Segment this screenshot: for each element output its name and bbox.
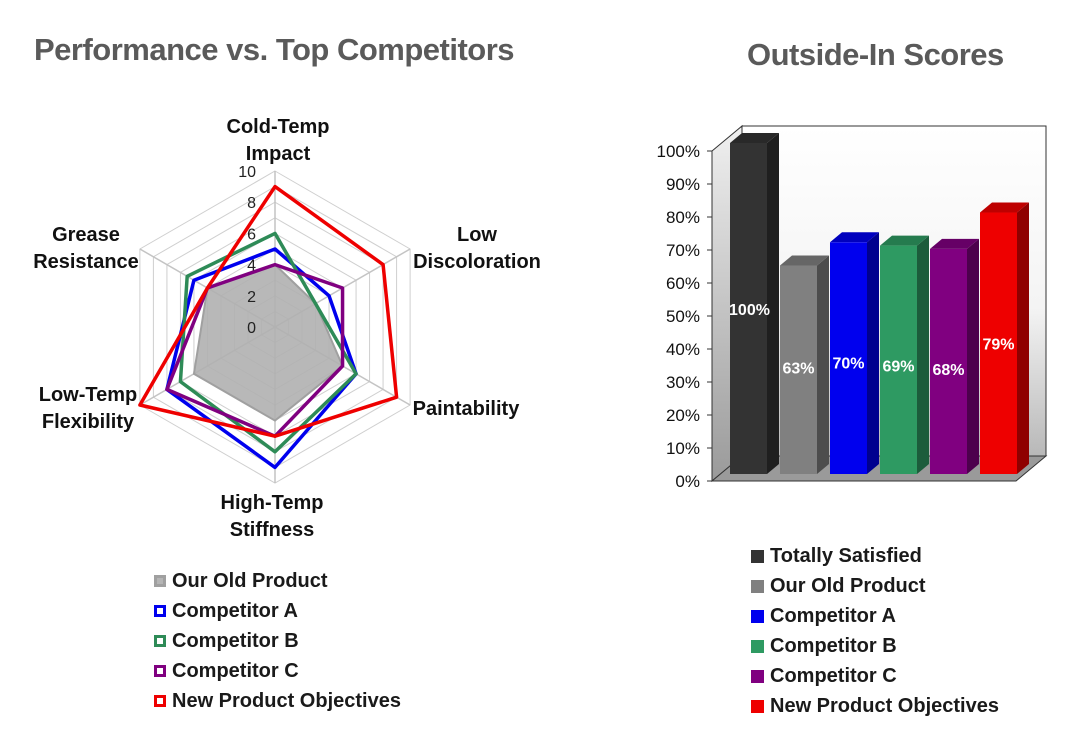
bar-legend-label: Totally Satisfied [770, 544, 922, 567]
bar-our-old-product [780, 255, 829, 474]
bar-legend-item-competitor-b: Competitor B [751, 631, 999, 661]
bar-competitor-b [880, 235, 929, 474]
bar-legend-swatch [751, 579, 764, 593]
radar-series-group [138, 184, 399, 470]
bar-competitor-c [930, 238, 979, 474]
bar-legend: Totally Satisfied Our Old Product Competit… [751, 541, 999, 721]
bar-legend-item-new-product-objectives: New Product Objectives [751, 691, 999, 721]
bar-legend-swatch [751, 699, 764, 713]
radar-legend-item-our-old-product: Our Old Product [154, 566, 401, 596]
bar-legend-swatch [751, 639, 764, 653]
radar-legend-swatch [154, 695, 166, 707]
bar-legend-swatch [751, 669, 764, 683]
bar-totally-satisfied [730, 133, 779, 474]
bar-legend-swatch [751, 549, 764, 563]
bar-chart-y-tick-label: 50% [666, 307, 700, 326]
bar-legend-label: Our Old Product [770, 574, 926, 597]
radar-legend-swatch [154, 605, 166, 617]
bar-chart-y-tick-label: 30% [666, 373, 700, 392]
radar-legend-item-new-product-objectives: New Product Objectives [154, 686, 401, 716]
radar-series-competitor-a [165, 247, 358, 470]
bar-data-label-competitor-a: 70% [832, 355, 864, 372]
radar-axis-labels: Cold-Temp Impact Low Discoloration Paintabil… [33, 116, 541, 541]
radar-legend-swatch [154, 665, 166, 677]
radar-chart-title: Performance vs. Top Competitors [34, 32, 515, 67]
bar-competitor-a [830, 232, 879, 474]
bar-legend-item-totally-satisfied: Totally Satisfied [751, 541, 999, 571]
radar-tick-label: 6 [247, 226, 256, 243]
radar-axis-label-cold-temp-impact: Cold-Temp Impact [227, 116, 330, 165]
bar-legend-item-competitor-a: Competitor A [751, 601, 999, 631]
bar-chart-y-tick-label: 0% [675, 472, 700, 491]
radar-legend: Our Old Product Competitor A Competitor B C… [154, 566, 401, 716]
bar-chart-y-tick-label: 60% [666, 274, 700, 293]
radar-tick-labels: 0 2 4 6 8 10 [238, 164, 256, 337]
bar-data-label-competitor-b: 69% [882, 359, 914, 376]
radar-tick-label: 4 [247, 258, 256, 275]
radar-axis-label-low-temp-flexibility: Low-Temp Flexibility [39, 384, 138, 433]
radar-legend-item-competitor-c: Competitor C [154, 656, 401, 686]
bar-legend-label: New Product Objectives [770, 694, 999, 717]
radar-legend-label: Competitor C [172, 659, 299, 682]
radar-legend-label: Competitor A [172, 599, 298, 622]
bar-chart-y-tick-label: 40% [666, 340, 700, 359]
bar-chart-y-tick-label: 20% [666, 406, 700, 425]
radar-legend-swatch [154, 635, 166, 647]
radar-chart: 0 2 4 6 8 10 Cold-Temp Impact Low Discoloration P… [33, 116, 541, 541]
radar-series-new-product-objectives [138, 184, 399, 438]
radar-tick-label: 0 [247, 320, 256, 337]
radar-tick-label: 8 [247, 195, 256, 212]
bar-legend-swatch [751, 609, 764, 623]
bar-data-label-our-old-product: 63% [782, 360, 814, 377]
bar-chart-frame [710, 124, 1048, 483]
radar-legend-label: New Product Objectives [172, 689, 401, 712]
radar-axis-label-grease-resistance: Grease Resistance [33, 224, 139, 273]
bar-chart-side-wall [711, 124, 743, 483]
bar-new-product-objectives [980, 202, 1029, 474]
bar-legend-label: Competitor B [770, 634, 897, 657]
radar-legend-item-competitor-b: Competitor B [154, 626, 401, 656]
radar-axis-label-paintability: Paintability [413, 398, 521, 420]
radar-series-competitor-b [178, 231, 358, 454]
bar-legend-item-our-old-product: Our Old Product [751, 571, 999, 601]
bar-data-label-totally-satisfied: 100% [729, 302, 770, 319]
radar-tick-label: 2 [247, 289, 256, 306]
bar-chart-bars [730, 133, 1029, 474]
radar-legend-label: Our Old Product [172, 569, 328, 592]
radar-axis-label-low-discoloration: Low Discoloration [413, 224, 541, 273]
bar-chart-data-labels: 100% 63% 70% 69% 68% 79% [729, 302, 1014, 379]
bar-chart-y-tick-labels: 0% 10% 20% 30% 40% 50% 60% 70% 80% 90% 100% [657, 142, 712, 491]
radar-legend-swatch [154, 575, 166, 587]
bar-chart-title: Outside-In Scores [747, 37, 1004, 72]
bar-chart-y-tick-label: 80% [666, 208, 700, 227]
bar-data-label-new-product-objectives: 79% [982, 337, 1014, 354]
bar-legend-label: Competitor C [770, 664, 897, 687]
bar-chart-y-tick-label: 90% [666, 175, 700, 194]
bar-chart-floor [710, 455, 1048, 482]
radar-legend-item-competitor-a: Competitor A [154, 596, 401, 626]
bar-chart-y-tick-label: 70% [666, 241, 700, 260]
radar-axis-label-high-temp-stiffness: High-Temp Stiffness [221, 492, 324, 541]
bar-legend-item-competitor-c: Competitor C [751, 661, 999, 691]
bar-data-label-competitor-c: 68% [932, 362, 964, 379]
bar-chart-y-tick-label: 100% [657, 142, 700, 161]
bar-legend-label: Competitor A [770, 604, 896, 627]
bar-chart-y-tick-label: 10% [666, 439, 700, 458]
radar-tick-label: 10 [238, 164, 256, 181]
bar-chart-back-wall [741, 125, 1047, 457]
radar-legend-label: Competitor B [172, 629, 299, 652]
